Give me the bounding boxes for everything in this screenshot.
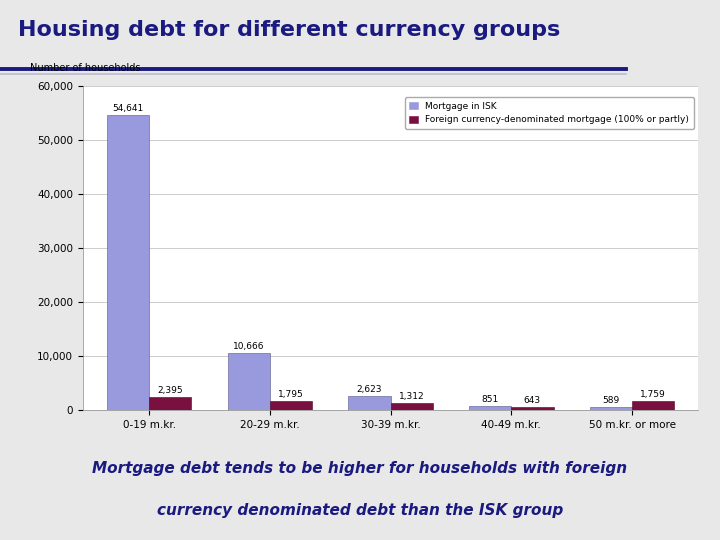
Text: currency denominated debt than the ISK group: currency denominated debt than the ISK g… xyxy=(157,503,563,518)
Bar xyxy=(632,401,674,410)
Text: 2,623: 2,623 xyxy=(356,385,382,394)
Text: 643: 643 xyxy=(524,396,541,405)
Text: Mortgage debt tends to be higher for households with foreign: Mortgage debt tends to be higher for hou… xyxy=(92,461,628,476)
Bar xyxy=(590,407,632,410)
Text: Housing debt for different currency groups: Housing debt for different currency grou… xyxy=(18,20,560,40)
Text: 10,666: 10,666 xyxy=(233,342,264,350)
Bar xyxy=(469,406,511,410)
Bar xyxy=(228,353,270,410)
Bar xyxy=(270,401,312,410)
Text: 1,759: 1,759 xyxy=(640,390,666,399)
Text: 2,395: 2,395 xyxy=(158,386,183,395)
Text: 1,795: 1,795 xyxy=(278,389,304,399)
Text: 1,312: 1,312 xyxy=(399,392,425,401)
Bar xyxy=(149,397,192,410)
Bar xyxy=(391,403,433,410)
Legend: Mortgage in ISK, Foreign currency-denominated mortgage (100% or partly): Mortgage in ISK, Foreign currency-denomi… xyxy=(405,97,694,129)
Text: 851: 851 xyxy=(482,395,499,403)
Text: 54,641: 54,641 xyxy=(112,104,144,113)
Bar xyxy=(348,396,391,410)
Text: 589: 589 xyxy=(602,396,619,405)
Text: Number of households: Number of households xyxy=(30,63,141,73)
Bar xyxy=(511,407,554,410)
Bar xyxy=(107,116,149,410)
